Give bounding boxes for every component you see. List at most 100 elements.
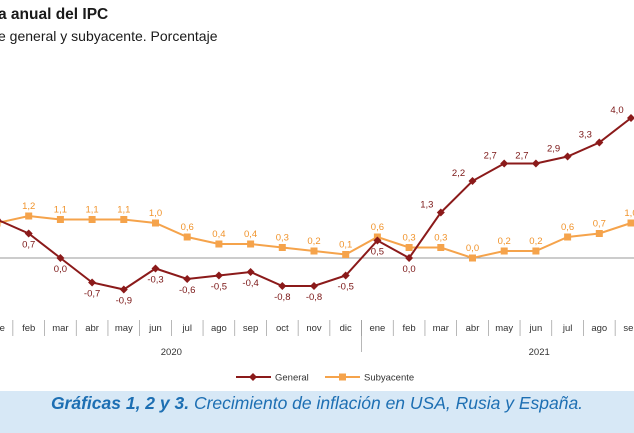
x-tick-label: ene (369, 323, 385, 334)
subyacente-point (310, 247, 318, 255)
general-point (531, 159, 540, 168)
general-point (373, 236, 382, 245)
subyacente-data-label: 1,1 (54, 205, 67, 216)
subyacente-data-label: 0,0 (466, 243, 479, 254)
subyacente-point (88, 216, 96, 223)
x-tick-label: dic (340, 323, 352, 334)
subyacente-data-label: 0,2 (498, 236, 511, 247)
subyacente-point (342, 251, 350, 258)
x-tick-label: ago (591, 323, 607, 334)
general-point (405, 254, 414, 262)
general-data-label: -0,5 (338, 282, 354, 293)
general-data-label: 0,7 (22, 240, 35, 251)
general-data-label: 1,3 (420, 200, 433, 211)
x-tick-label: jul (181, 323, 192, 334)
general-data-label: -0,9 (116, 296, 132, 307)
subyacente-point (500, 247, 508, 255)
subyacente-point (564, 233, 572, 241)
subyacente-point (437, 244, 445, 251)
general-data-label: -0,3 (147, 275, 163, 286)
general-data-label: 4,0 (610, 105, 623, 116)
x-tick-label: oct (276, 323, 289, 334)
x-tick-label: may (495, 323, 513, 334)
general-data-label: 2,7 (515, 151, 528, 162)
subyacente-data-label: 1,1 (85, 205, 98, 216)
general-point (468, 177, 477, 185)
subyacente-point (215, 240, 223, 248)
general-point (627, 114, 634, 122)
inflation-line-chart: ene feb mar abr may jun jul ago sep oct nov dic ene f… (0, 105, 634, 384)
general-data-label: 2,7 (484, 151, 497, 162)
general-point (183, 275, 192, 283)
subyacente-data-label: 0,1 (339, 240, 352, 251)
caption-bar (0, 391, 634, 433)
x-tick-label: nov (306, 323, 322, 334)
x-tick-label: feb (22, 323, 35, 334)
subyacente-point (56, 216, 64, 223)
subyacente-data-label: 1,0 (149, 208, 162, 219)
subyacente-data-label: 0,7 (593, 219, 606, 230)
general-data-label: 0,5 (371, 247, 384, 258)
subyacente-data-label: 1,1 (117, 205, 130, 216)
general-data-label: 0,0 (402, 264, 415, 275)
general-data-label: 2,2 (452, 168, 465, 179)
general-point (88, 278, 97, 287)
subyacente-data-label: 0,6 (371, 222, 384, 233)
x-tick-label: jul (562, 323, 573, 334)
legend-subyacente-marker (339, 373, 346, 381)
caption-text: Crecimiento de inflación en USA, Rusia y… (189, 393, 584, 413)
general-data-label: -0,6 (179, 285, 195, 296)
x-tick-label: sep (623, 323, 634, 334)
subyacente-data-label: 0,4 (244, 229, 257, 240)
general-data-label: -0,8 (306, 292, 322, 303)
general-point (436, 208, 445, 217)
subyacente-point (595, 230, 603, 237)
subyacente-data-label: 1,0 (624, 208, 634, 219)
subyacente-point (405, 244, 413, 251)
subyacente-point (152, 219, 159, 227)
x-tick-label: abr (85, 323, 99, 334)
general-point (214, 271, 223, 280)
year-label-2021: 2021 (529, 347, 550, 358)
general-point (500, 159, 509, 168)
general-point (24, 229, 33, 238)
general-point (563, 152, 572, 161)
subyacente-point (469, 254, 476, 262)
x-tick-label: ago (211, 323, 227, 334)
general-data-label: 0,0 (54, 264, 67, 275)
caption-bold: Gráficas 1, 2 y 3. (50, 393, 190, 413)
general-point (341, 271, 350, 280)
general-point (310, 282, 318, 290)
x-tick-label: sep (243, 323, 258, 334)
x-tick-label: may (115, 323, 133, 334)
chart-title: a anual del IPC (0, 6, 109, 23)
x-tick-label: feb (402, 323, 415, 334)
subyacente-point (25, 212, 33, 220)
general-point (595, 138, 604, 147)
subyacente-data-label: 0,3 (434, 233, 447, 244)
subyacente-data-label: 0,4 (212, 229, 225, 240)
chart-subtitle: e general y subyacente. Porcentaje (0, 28, 218, 44)
general-point (151, 264, 160, 273)
subyacente-data-label: 0,2 (307, 236, 320, 247)
x-tick-label: ene (0, 323, 5, 334)
subyacente-data-label: 0,3 (276, 233, 289, 244)
general-data-label: -0,4 (242, 278, 258, 289)
x-tick-label: jun (529, 323, 543, 334)
subyacente-data-label: 0,6 (181, 222, 194, 233)
legend-subyacente-label: Subyacente (364, 373, 414, 384)
general-data-label: 2,9 (547, 144, 560, 155)
general-data-label: -0,8 (274, 292, 290, 303)
subyacente-point (532, 247, 540, 255)
x-tick-label: mar (52, 323, 68, 334)
figure-caption: Gráficas 1, 2 y 3. Crecimiento de inflac… (0, 393, 634, 414)
x-tick-label: abr (466, 323, 480, 334)
general-point (278, 282, 287, 290)
year-label-2020: 2020 (161, 347, 182, 358)
subyacente-data-label: 1,2 (22, 201, 35, 212)
general-point (246, 268, 255, 276)
general-data-label: -0,7 (84, 289, 100, 300)
general-data-label: 3,3 (579, 130, 592, 141)
x-tick-label: jun (148, 323, 162, 334)
subyacente-data-label: 0,3 (402, 233, 415, 244)
